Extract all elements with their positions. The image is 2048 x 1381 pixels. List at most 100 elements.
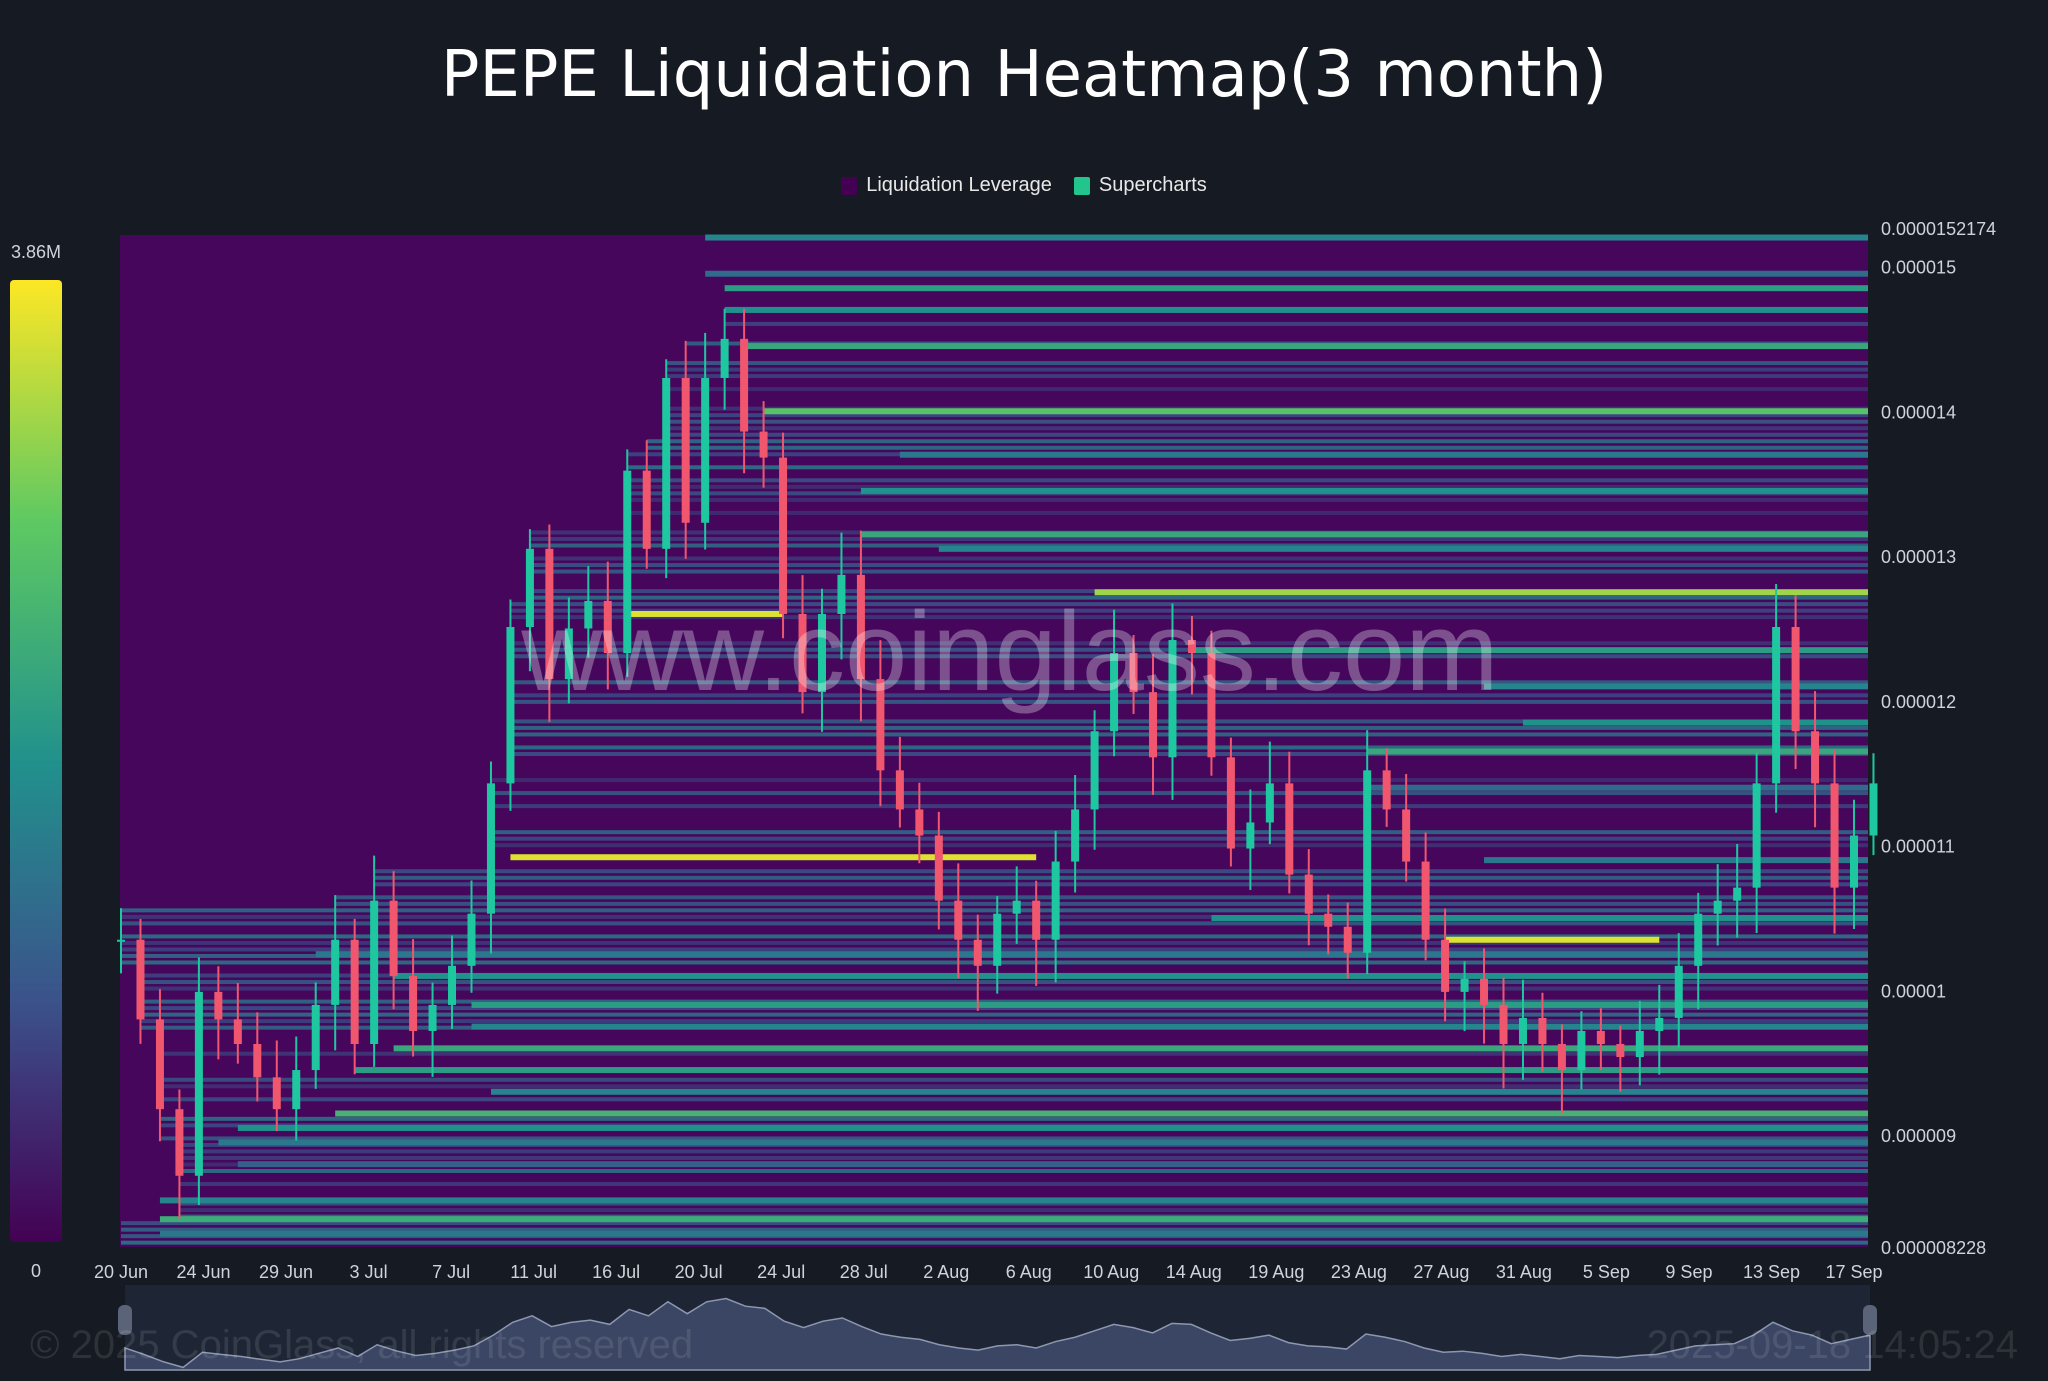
- heatmap-level: [724, 285, 1869, 292]
- x-tick-label: 20 Jun: [94, 1262, 148, 1282]
- candle-body: [954, 900, 963, 940]
- heatmap-band: [335, 901, 1868, 906]
- candle-body: [856, 574, 865, 680]
- candle-body: [642, 470, 651, 549]
- x-tick-label: 10 Aug: [1083, 1262, 1139, 1282]
- heatmap-level: [471, 1023, 1868, 1030]
- candle-body: [506, 627, 515, 784]
- heatmap-band: [159, 1051, 1868, 1056]
- candle-body: [1382, 770, 1391, 810]
- legend-item-liquidation-leverage[interactable]: Liquidation Leverage: [841, 174, 1052, 197]
- heatmap-band: [121, 908, 1868, 913]
- candle-body: [1421, 861, 1430, 940]
- candle-body: [448, 965, 457, 1005]
- heatmap-band: [490, 778, 1868, 783]
- navigator-left-handle: [118, 1305, 132, 1335]
- candle-body: [1226, 757, 1235, 849]
- heatmap-band: [140, 1012, 1868, 1017]
- candle-body: [253, 1044, 262, 1078]
- heatmap-band: [374, 875, 1869, 880]
- candle-body: [1791, 627, 1800, 732]
- legend-label: Liquidation Leverage: [866, 174, 1052, 196]
- heatmap-band: [510, 719, 1868, 724]
- heatmap-band: [121, 1227, 1868, 1232]
- heatmap-level: [724, 306, 1869, 313]
- heatmap-band: [159, 1097, 1868, 1102]
- x-tick-label: 2 Aug: [923, 1262, 969, 1282]
- heatmap-band: [179, 1208, 1868, 1213]
- x-tick-label: 6 Aug: [1006, 1262, 1052, 1282]
- candle-body: [1012, 900, 1021, 914]
- candle-body: [1733, 887, 1742, 901]
- candle-body: [214, 991, 223, 1020]
- candle-body: [915, 809, 924, 836]
- candle-body: [370, 900, 379, 1045]
- heatmap-band: [529, 569, 1868, 574]
- candle-body: [1090, 731, 1099, 810]
- heatmap-level: [860, 531, 1868, 538]
- candle-body: [759, 431, 768, 458]
- x-tick-label: 17 Sep: [1825, 1262, 1882, 1282]
- heatmap-level: [510, 854, 1037, 861]
- range-navigator[interactable]: [118, 1285, 1877, 1371]
- heatmap-band: [666, 413, 1868, 418]
- heatmap-band: [627, 465, 1868, 470]
- candle-body: [1051, 861, 1060, 940]
- candle-body: [740, 338, 749, 432]
- candle-body: [1207, 653, 1216, 758]
- heatmap-level: [1211, 915, 1868, 922]
- candle-body: [603, 600, 612, 654]
- heatmap-band: [374, 869, 1869, 874]
- x-tick-label: 11 Jul: [510, 1262, 557, 1282]
- y-tick-label: 0.000015: [1881, 257, 1956, 277]
- heatmap-level: [354, 1067, 1868, 1074]
- heatmap-band: [140, 980, 1868, 985]
- y-tick-label: 0.000011: [1881, 837, 1955, 857]
- candle-body: [1655, 1017, 1664, 1031]
- legend-swatch: [1073, 176, 1090, 195]
- heatmap-band: [510, 699, 1868, 704]
- heatmap-level: [335, 1110, 1868, 1117]
- candle-body: [584, 600, 593, 629]
- heatmap-level: [490, 1088, 1868, 1095]
- candle-body: [428, 1004, 437, 1031]
- y-axis: 0.0000152174 0.000015 0.000014 0.000013 0.00…: [1881, 219, 1996, 1258]
- candle-body: [1032, 900, 1041, 940]
- candle-body: [545, 548, 554, 680]
- heatmap-band: [335, 895, 1868, 900]
- candle-body: [525, 548, 534, 628]
- candle-body: [117, 939, 125, 942]
- heatmap-band: [510, 615, 1868, 620]
- candle-body: [817, 613, 826, 693]
- candle-body: [1304, 874, 1313, 914]
- heatmap-level: [159, 1197, 1868, 1204]
- heatmap-level: [315, 951, 1868, 958]
- heatmap-band: [159, 1116, 1868, 1121]
- candle-body: [1772, 627, 1781, 784]
- candle-body: [662, 377, 671, 549]
- candle-body: [1557, 1044, 1566, 1071]
- candle-body: [1518, 1017, 1527, 1045]
- heatmap-level: [938, 545, 1868, 552]
- legend-item-supercharts[interactable]: Supercharts: [1073, 174, 1207, 197]
- copyright: © 2025 CoinGlass, all rights reserved: [30, 1323, 694, 1367]
- candle-body: [486, 783, 495, 914]
- candle-body: [1265, 783, 1274, 823]
- heatmap-level: [1094, 589, 1868, 596]
- heatmap-level: [237, 1161, 1869, 1168]
- heatmap-band: [627, 478, 1868, 483]
- heatmap-band: [490, 836, 1868, 841]
- heatmap-level: [1367, 748, 1868, 755]
- heatmap-band: [646, 445, 1868, 450]
- heatmap-band: [666, 432, 1868, 437]
- heatmap-band: [666, 419, 1868, 424]
- heatmap-band: [121, 1221, 1868, 1226]
- y-tick-label: 0.00001: [1881, 981, 1946, 1001]
- heatmap-layer: [120, 234, 1869, 1247]
- x-tick-label: 5 Sep: [1583, 1262, 1630, 1282]
- heatmap-band: [140, 1019, 1868, 1024]
- heatmap-level: [1484, 683, 1868, 690]
- candle-body: [1596, 1030, 1605, 1045]
- heatmap-background: [120, 235, 1868, 1247]
